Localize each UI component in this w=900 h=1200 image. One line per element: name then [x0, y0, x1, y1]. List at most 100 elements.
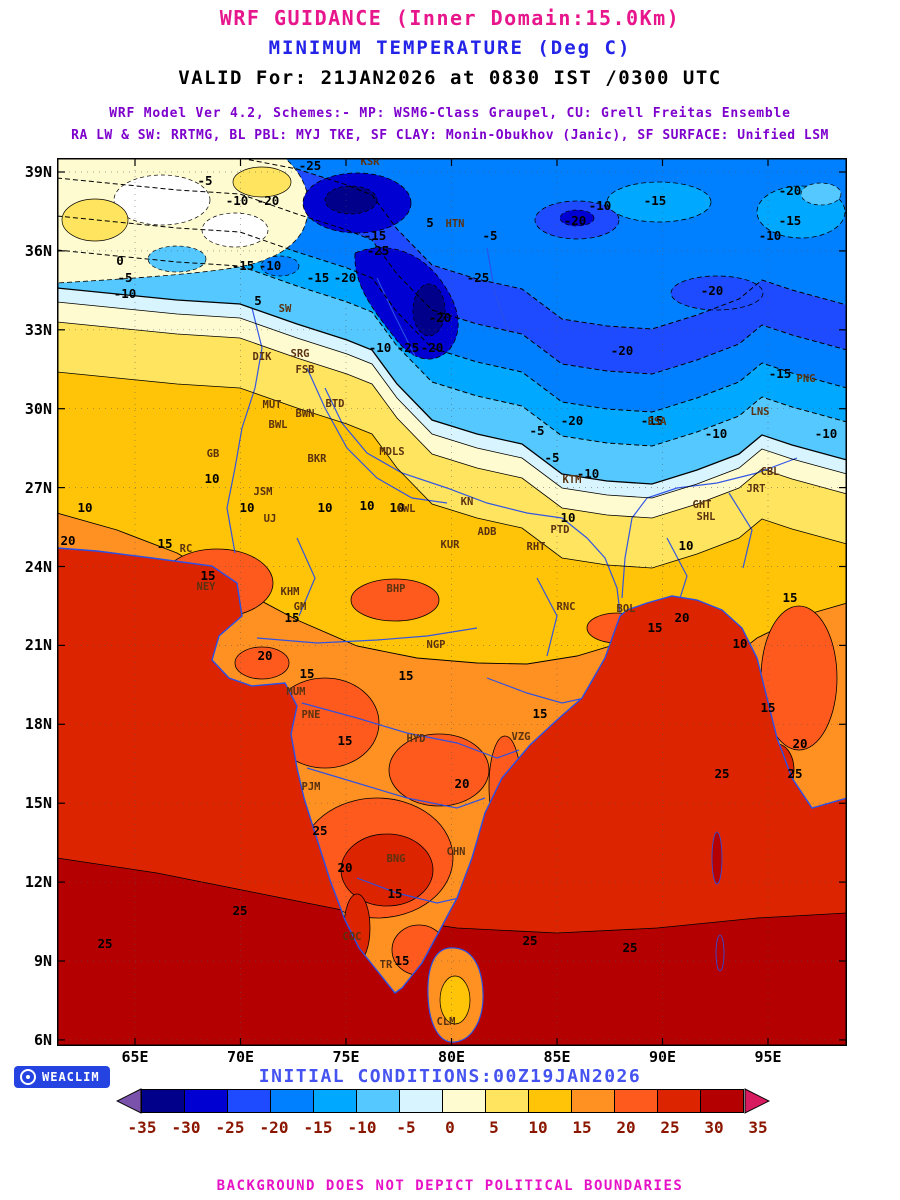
city-label: CLM [437, 1016, 456, 1028]
lat-tick-label: 15N [24, 794, 52, 813]
contour-label: -20 [257, 193, 280, 208]
contour-lines [57, 158, 847, 569]
city-label: JSM [254, 486, 273, 498]
contour-label: -15 [769, 366, 792, 381]
city-label: GHT [693, 499, 712, 511]
colorbar-segment [399, 1089, 443, 1113]
colorbar-tick-label: -35 [127, 1118, 157, 1137]
colorbar-segment [227, 1089, 271, 1113]
contour-label: -5 [482, 228, 497, 243]
city-label: PNE [302, 709, 321, 721]
city-label: BHP [387, 583, 406, 595]
page-title: WRF GUIDANCE (Inner Domain:15.0Km) [219, 6, 681, 30]
contour-label: 25 [97, 936, 112, 951]
ocean-contour [56, 857, 848, 934]
weaclim-logo-text: WEACLIM [42, 1070, 100, 1084]
weaclim-logo-icon [20, 1069, 36, 1085]
contour-label: 15 [647, 620, 662, 635]
city-label: PJM [302, 781, 321, 793]
rivers-and-borders [226, 247, 798, 904]
city-label: GWL [397, 503, 416, 515]
weaclim-logo: WEACLIM [14, 1066, 110, 1088]
contour-label: 10 [239, 500, 254, 515]
colorbar-segment [141, 1089, 185, 1113]
islands [427, 831, 725, 1043]
city-label: BNG [387, 853, 406, 865]
city-label: BKR [308, 453, 328, 465]
lon-tick-label: 95E [754, 1048, 782, 1066]
model-config-line1: WRF Model Ver 4.2, Schemes:- MP: WSM6-Cl… [109, 106, 791, 121]
lat-tick-label: 12N [24, 873, 52, 892]
colorbar-tick-label: 15 [572, 1118, 592, 1137]
contour-label: -20 [421, 340, 444, 355]
contour-label: 10 [77, 500, 92, 515]
city-label: ADB [478, 526, 497, 538]
city-label: ESA [648, 416, 668, 428]
contour-label: 0 [116, 253, 124, 268]
city-label: BWN [296, 408, 315, 420]
contour-label: -15 [644, 193, 667, 208]
colorbar-segment [700, 1089, 744, 1113]
city-label: RC [180, 543, 193, 555]
colorbar [116, 1088, 784, 1114]
city-label: NGP [427, 639, 446, 651]
lat-tick-label: 30N [24, 399, 52, 418]
contour-label: -25 [367, 243, 390, 258]
city-label: SW [279, 303, 292, 315]
contour-label: 15 [387, 886, 402, 901]
colorbar-tick-label: -15 [303, 1118, 333, 1137]
variable-title: MINIMUM TEMPERATURE (Deg C) [268, 37, 632, 59]
himalaya-cold-cores [302, 172, 846, 360]
contour-label: 15 [782, 590, 797, 605]
contour-label: -5 [197, 173, 212, 188]
city-label: PNG [797, 373, 816, 385]
colorbar-tick-label: 20 [616, 1118, 636, 1137]
city-label: MUT [263, 399, 282, 411]
city-label: UJ [264, 513, 277, 525]
city-label: RNC [557, 601, 576, 613]
contour-label: -10 [226, 193, 249, 208]
contour-label: 10 [359, 498, 374, 513]
contour-label: 10 [732, 636, 747, 651]
contour-label: -10 [705, 426, 728, 441]
contour-labels-layer: -25-5-10 -20-20-10 -15-20-15-105-5-15-250-… [60, 158, 837, 968]
contour-label: 10 [678, 538, 693, 553]
contour-label: 25 [714, 766, 729, 781]
city-label: RHT [527, 541, 546, 553]
contour-label: 25 [232, 903, 247, 918]
city-label: DIK [253, 351, 273, 363]
city-label: KN [461, 496, 474, 508]
initial-conditions: INITIAL CONDITIONS:00Z19JAN2026 [258, 1066, 642, 1087]
contour-label: 15 [398, 668, 413, 683]
contour-label: 25 [622, 940, 637, 955]
city-label: COC [343, 931, 362, 943]
city-label: NEY [197, 581, 217, 593]
city-label: BOL [617, 603, 636, 615]
contour-label: 10 [317, 500, 332, 515]
lat-tick-label: 27N [24, 478, 52, 497]
contour-label: 15 [157, 536, 172, 551]
colorbar-tick-label: -5 [396, 1118, 416, 1137]
colorbar-segment [313, 1089, 357, 1113]
contour-label: -20 [611, 343, 634, 358]
valid-time: VALID For: 21JAN2026 at 0830 IST /0300 U… [178, 67, 722, 89]
city-label: GB [207, 448, 220, 460]
city-label: MDLS [379, 446, 404, 458]
lat-tick-label: 33N [24, 320, 52, 339]
contour-label: -10 [259, 258, 282, 273]
colorbar-tick-label: 5 [489, 1118, 499, 1137]
contour-label: 20 [792, 736, 807, 751]
contour-label: 15 [532, 706, 547, 721]
map-area: -25 -5 -10 -20 -20 -10 -15 -20 -15 -10 5 -5 -15 -25 0-… [56, 156, 848, 1046]
map-frame [57, 158, 847, 1046]
contour-label: -5 [117, 270, 132, 285]
contour-label: -20 [779, 183, 802, 198]
contour-label: 25 [312, 823, 327, 838]
colorbar-segment [184, 1089, 228, 1113]
city-label: FSB [296, 364, 315, 376]
contour-label: 5 [426, 215, 434, 230]
contour-label: 10 [204, 471, 219, 486]
contour-label: 25 [787, 766, 802, 781]
